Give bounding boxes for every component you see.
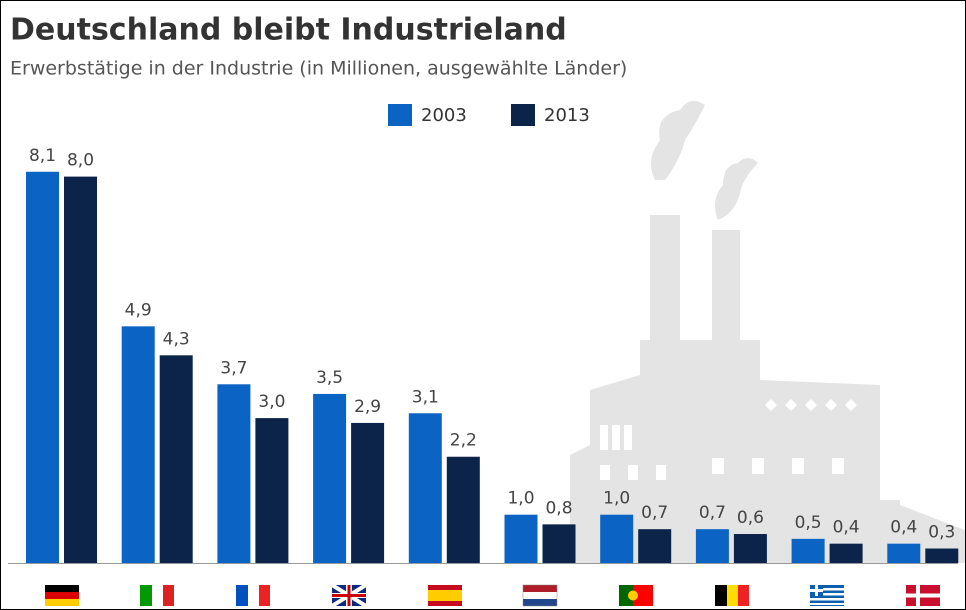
bar bbox=[255, 418, 288, 563]
legend-swatch bbox=[388, 104, 412, 126]
flag-nl bbox=[523, 585, 557, 606]
value-label: 0,6 bbox=[737, 508, 764, 528]
value-label: 0,3 bbox=[928, 523, 955, 543]
bar bbox=[543, 524, 576, 563]
value-label: 0,4 bbox=[833, 518, 860, 538]
bar bbox=[830, 544, 863, 563]
value-label: 3,7 bbox=[220, 358, 247, 378]
chart-subtitle: Erwerbstätige in der Industrie (in Milli… bbox=[10, 58, 627, 80]
bar bbox=[351, 423, 384, 563]
value-label: 0,5 bbox=[795, 513, 822, 533]
chart: Deutschland bleibt Industrieland Erwerbs… bbox=[0, 0, 966, 610]
bar bbox=[217, 384, 250, 563]
bar bbox=[122, 326, 155, 563]
value-label: 0,8 bbox=[545, 498, 572, 518]
bar bbox=[160, 355, 193, 563]
flag-pt bbox=[619, 585, 653, 606]
bar bbox=[313, 394, 346, 563]
value-label: 4,9 bbox=[125, 300, 152, 320]
bar bbox=[409, 413, 442, 563]
value-label: 1,0 bbox=[603, 489, 630, 509]
bar bbox=[505, 515, 538, 563]
value-label: 0,4 bbox=[890, 518, 917, 538]
value-label: 3,0 bbox=[258, 392, 285, 412]
value-label: 0,7 bbox=[641, 503, 668, 523]
flag-de bbox=[45, 585, 79, 606]
bar bbox=[696, 529, 729, 563]
legend-swatch bbox=[511, 104, 535, 126]
flag-gr bbox=[810, 585, 844, 606]
bar bbox=[26, 172, 59, 563]
page: {"chart_data": {"type": "bar", "title": … bbox=[0, 0, 966, 610]
value-label: 2,2 bbox=[450, 431, 477, 451]
value-label: 3,5 bbox=[316, 368, 343, 388]
bar bbox=[925, 549, 958, 563]
bar bbox=[64, 177, 97, 563]
value-label: 8,1 bbox=[29, 146, 56, 166]
value-label: 2,9 bbox=[354, 397, 381, 417]
value-label: 0,7 bbox=[699, 503, 726, 523]
bar bbox=[638, 529, 671, 563]
value-label: 3,1 bbox=[412, 387, 439, 407]
flag-be bbox=[715, 585, 749, 606]
flag-fr bbox=[236, 585, 270, 606]
flag-es bbox=[428, 585, 462, 606]
bar bbox=[792, 539, 825, 563]
bar bbox=[600, 515, 633, 563]
legend-label: 2003 bbox=[421, 105, 467, 126]
value-label: 8,0 bbox=[67, 151, 94, 171]
flag-it bbox=[140, 585, 174, 606]
flag-dk bbox=[906, 585, 940, 606]
bar bbox=[887, 544, 920, 563]
bar bbox=[734, 534, 767, 563]
flag-uk bbox=[332, 585, 366, 606]
legend-label: 2013 bbox=[544, 105, 590, 126]
bar bbox=[447, 457, 480, 563]
chart-title: Deutschland bleibt Industrieland bbox=[10, 13, 567, 48]
value-label: 4,3 bbox=[163, 329, 190, 349]
value-label: 1,0 bbox=[507, 489, 534, 509]
